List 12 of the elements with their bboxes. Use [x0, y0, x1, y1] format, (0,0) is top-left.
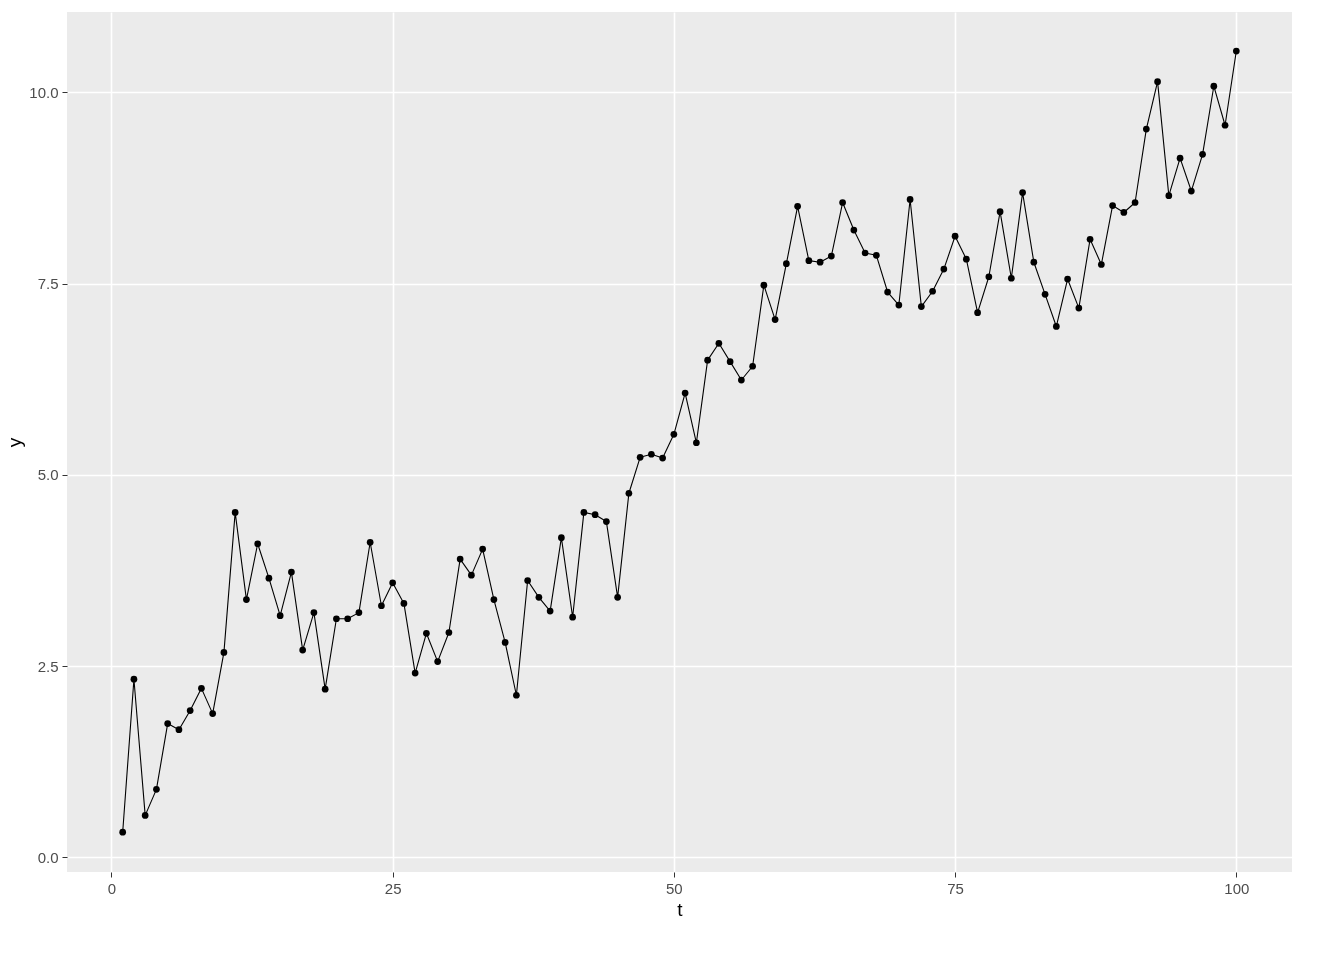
x-tick-label: 0 — [107, 879, 117, 897]
y-tick-label: 5.0 — [37, 466, 59, 484]
y-tick-label: 0.0 — [37, 848, 59, 866]
y-tick-label: 2.5 — [37, 657, 59, 675]
x-tick-label: 75 — [947, 879, 964, 897]
x-tick-label: 25 — [384, 879, 402, 897]
y-tick-label: 7.5 — [37, 275, 59, 293]
y-tick-label: 10.0 — [29, 83, 59, 101]
x-axis-title: t — [677, 898, 684, 920]
x-tick-label: 50 — [666, 879, 683, 897]
y-axis-title: y — [4, 437, 26, 448]
x-tick-label: 100 — [1224, 879, 1250, 897]
